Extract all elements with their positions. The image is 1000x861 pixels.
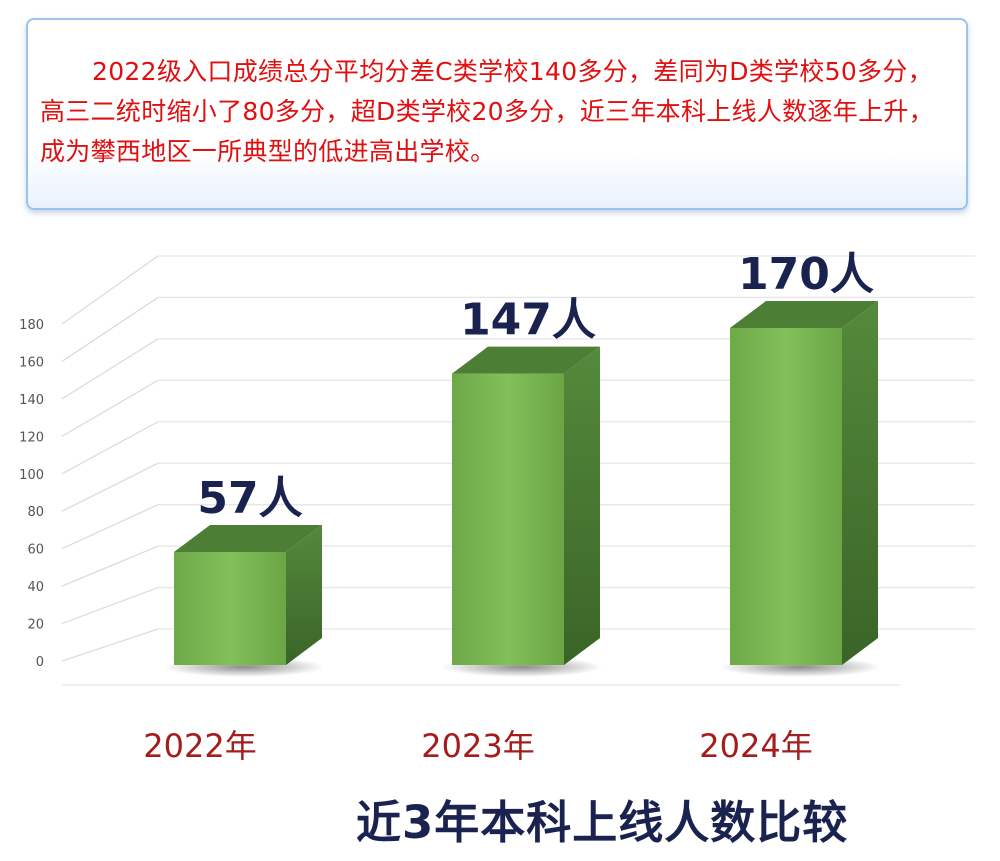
grid-diagonal xyxy=(61,545,159,587)
y-tick-label: 0 xyxy=(36,655,44,670)
y-tick-label: 60 xyxy=(27,543,44,558)
bar-side xyxy=(286,524,322,665)
bar-top xyxy=(452,346,600,374)
intro-paragraph: 2022级入口成绩总分平均分差C类学校140多分，差同为D类学校50多分，高三二… xyxy=(40,57,934,166)
y-tick-label: 160 xyxy=(19,355,44,370)
bar-side xyxy=(842,300,878,665)
intro-box xyxy=(26,18,968,210)
data-label: 147人 xyxy=(460,295,596,346)
grid-diagonal xyxy=(61,255,159,325)
bar xyxy=(452,373,564,665)
bar-side xyxy=(564,346,600,665)
grid-diagonal xyxy=(61,379,159,437)
grid-diagonal xyxy=(61,296,159,362)
y-tick-label: 140 xyxy=(19,393,44,408)
grid-diagonal xyxy=(61,462,159,512)
y-tick-label: 80 xyxy=(27,505,44,520)
data-label: 170人 xyxy=(738,249,874,300)
grid-diagonal xyxy=(61,421,159,475)
bar-chart: 0 20 40 60 80 100 120 140 160 180 57人 147人 170人 202… xyxy=(19,249,975,765)
bar xyxy=(730,327,842,665)
grid-diagonal xyxy=(61,338,159,400)
y-tick-label: 40 xyxy=(27,580,44,595)
category-label: 2024年 xyxy=(699,727,812,765)
data-labels-layer: 57人 147人 170人 xyxy=(197,249,874,524)
y-tick-label: 20 xyxy=(27,618,44,633)
bars-layer xyxy=(163,300,881,677)
y-tick-label: 100 xyxy=(19,468,44,483)
data-label: 57人 xyxy=(197,473,302,524)
y-tick-label: 180 xyxy=(19,318,44,333)
bar-top xyxy=(174,524,322,552)
y-tick-label: 120 xyxy=(19,430,44,445)
grid-diagonal xyxy=(61,586,159,625)
chart-title: 近3年本科上线人数比较 xyxy=(356,796,849,849)
bar xyxy=(174,551,286,665)
grid-diagonal xyxy=(61,504,159,550)
y-axis-ticks: 0 20 40 60 80 100 120 140 160 180 xyxy=(19,318,44,670)
bar-top xyxy=(730,300,878,328)
category-labels-layer: 2022年 2023年 2024年 xyxy=(143,727,812,765)
grid-diagonal xyxy=(61,628,159,662)
category-label: 2023年 xyxy=(421,727,534,765)
category-label: 2022年 xyxy=(143,727,256,765)
